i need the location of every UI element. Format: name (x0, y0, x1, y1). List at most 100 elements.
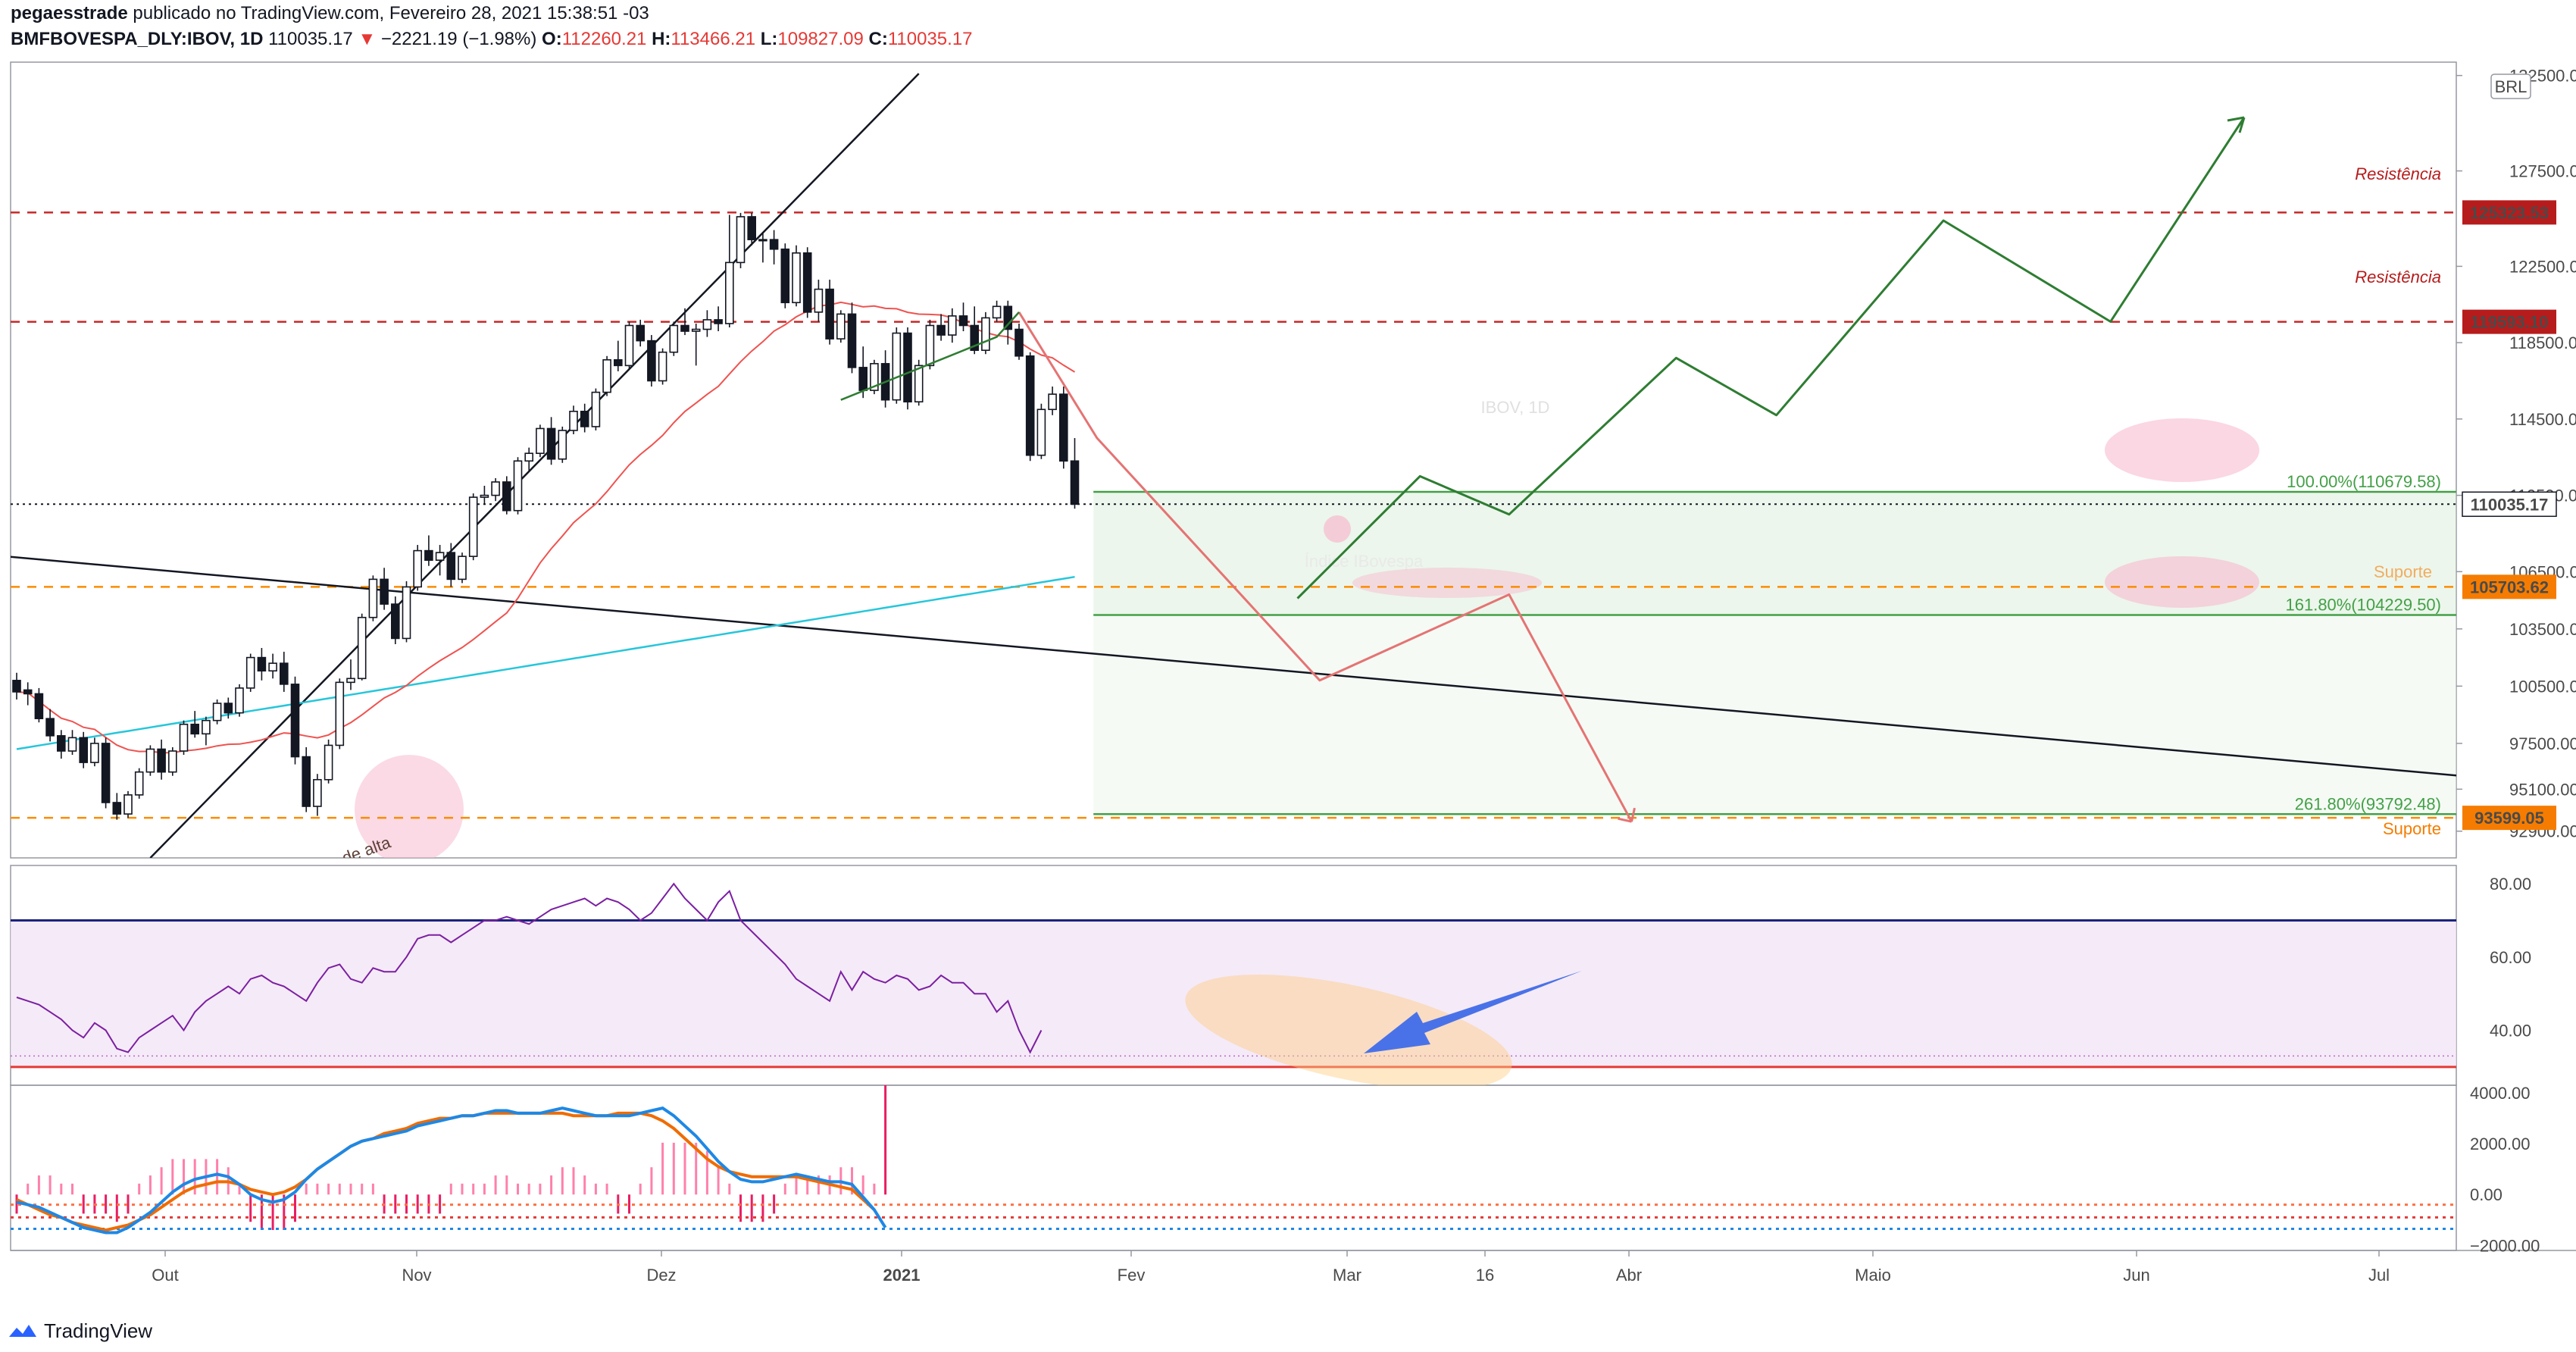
candle-body-up (435, 552, 445, 561)
candle (424, 535, 433, 566)
close-value: 110035.17 (887, 29, 973, 49)
downtrend-line (11, 556, 2456, 777)
candle (145, 745, 155, 776)
candle-body-down (636, 324, 646, 342)
symbol-label[interactable]: BMFBOVESPA_DLY:IBOV, 1D (11, 29, 264, 49)
candle-body-up (624, 324, 634, 367)
candle (290, 676, 300, 765)
candle-body-up (602, 359, 611, 393)
price-label-box (2462, 806, 2556, 831)
candle (90, 737, 99, 767)
support-label: Suporte (2383, 819, 2441, 838)
candle (1003, 300, 1013, 345)
candle (569, 405, 578, 435)
price-axis-tick: 100500.00 (2509, 677, 2576, 696)
candle-body-down (380, 578, 389, 605)
candle (1025, 352, 1035, 462)
price-pane[interactable]: IBOV, 1D Índice IBovespa Resistência Resist… (5, 73, 2567, 868)
candle-body-down (1014, 328, 1024, 357)
candle (224, 697, 233, 719)
rsi-axis-tick: 80.00 (2490, 875, 2531, 894)
candle (925, 319, 935, 370)
candle (948, 308, 957, 343)
candle-body-down (903, 332, 912, 403)
candle-body-down (23, 689, 33, 695)
candle (313, 774, 322, 816)
price-label-text: 110035.17 (2471, 495, 2549, 514)
candle-body-down (101, 743, 111, 803)
author-name[interactable]: pegaesstrade (11, 3, 128, 23)
candle-body-up (691, 328, 701, 332)
candle (513, 457, 523, 515)
candle-body-down (279, 662, 289, 685)
candle (202, 716, 211, 746)
price-axis-tick: 127500.00 (2509, 162, 2576, 181)
close-label: C: (868, 29, 888, 49)
candle-body-up (346, 678, 355, 684)
candle (302, 746, 311, 812)
candle (335, 678, 345, 750)
candle-body-down (1059, 393, 1068, 462)
rsi-band (11, 920, 2456, 1067)
candle-body-up (948, 315, 957, 336)
candle (134, 768, 144, 799)
low-value: 109827.09 (777, 29, 864, 49)
candle (647, 335, 656, 387)
bullish-arrowhead (2227, 116, 2246, 133)
uptrend-line (149, 73, 920, 858)
price-axis-tick: 95100.00 (2509, 780, 2576, 799)
candle-body-up (313, 778, 322, 807)
time-axis-tick: Dez (646, 1266, 676, 1285)
candle (57, 730, 66, 759)
candle-body-down (714, 319, 723, 324)
resistance-label: Resistência (2355, 164, 2441, 183)
candle-body-up (324, 744, 333, 781)
time-axis-tick: Mar (1333, 1266, 1361, 1285)
candle-body-up (491, 481, 500, 496)
open-label: O: (542, 29, 562, 49)
down-arrow-icon: ▼ (358, 29, 377, 49)
rsi-pane[interactable] (11, 882, 2456, 1113)
candle (480, 485, 489, 505)
candle-body-up (1048, 393, 1057, 411)
candle (268, 653, 277, 679)
candle (324, 739, 333, 784)
candle-body-down (747, 216, 757, 240)
candle (446, 543, 456, 587)
bearish-projection (1018, 311, 1633, 822)
candle-body-down (157, 748, 166, 773)
candle (814, 280, 824, 322)
moving-average-short (16, 301, 1076, 754)
candle (669, 321, 679, 356)
candle (602, 355, 611, 396)
candle-body-up (134, 771, 144, 796)
candle (502, 476, 511, 515)
symbol-line: BMFBOVESPA_DLY:IBOV, 1D 110035.17 ▼ −222… (11, 29, 973, 50)
candle (101, 737, 111, 809)
candle (235, 684, 244, 717)
candle (624, 321, 634, 370)
candle-body-up (736, 216, 746, 264)
resistance-label: Resistência (2355, 268, 2441, 286)
candle-body-up (335, 681, 345, 746)
highlight-blob (2105, 418, 2259, 482)
candle (279, 652, 289, 692)
candle-body-down (446, 552, 456, 581)
candle-body-up (212, 703, 222, 721)
candle-body-down (958, 315, 968, 327)
candle-body-up (792, 252, 801, 304)
macd-pane-border (10, 1084, 2457, 1251)
candle (524, 447, 534, 471)
candle-body-up (513, 460, 523, 512)
time-axis-tick: 16 (1476, 1266, 1494, 1285)
candle-body-down (34, 693, 44, 719)
highlight-blob (1352, 568, 1542, 598)
candle (468, 493, 478, 561)
candle (1048, 387, 1057, 415)
macd-axis-tick: 2000.00 (2470, 1134, 2531, 1153)
macd-pane[interactable] (11, 0, 2456, 1235)
open-value: 112260.21 (561, 29, 647, 49)
bearish-arrowhead (1618, 807, 1636, 823)
candle-body-up (480, 494, 489, 498)
